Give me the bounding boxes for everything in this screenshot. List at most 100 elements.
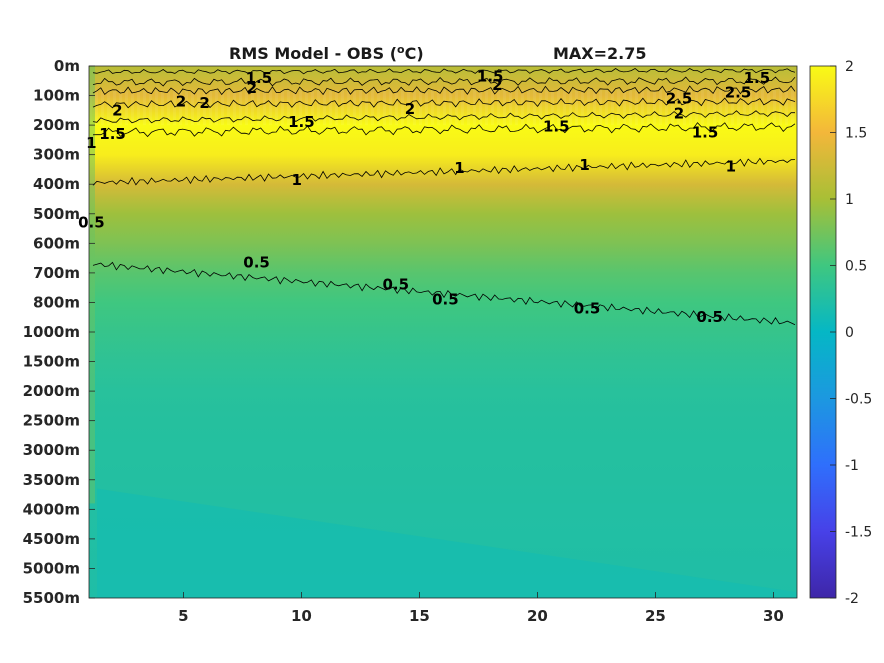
- texture-band: [659, 89, 662, 126]
- chart-title: RMS Model - OBS (oC): [229, 43, 424, 63]
- texture-band: [707, 89, 710, 126]
- texture-band: [737, 89, 740, 126]
- texture-band: [461, 89, 464, 126]
- texture-band: [479, 89, 482, 126]
- texture-band: [503, 89, 506, 126]
- texture-band: [617, 89, 620, 126]
- texture-band: [779, 89, 782, 126]
- texture-band: [791, 89, 794, 126]
- colorbar-tick-label: 2: [845, 59, 854, 75]
- y-tick-label: 400m: [33, 175, 80, 193]
- texture-band: [563, 89, 566, 126]
- texture-band: [641, 89, 644, 126]
- texture-band: [467, 89, 470, 126]
- texture-band: [557, 89, 560, 126]
- texture-band: [755, 89, 758, 126]
- texture-band: [701, 89, 704, 126]
- texture-band: [569, 89, 572, 126]
- texture-band: [263, 89, 266, 126]
- texture-band: [353, 89, 356, 126]
- y-tick-label: 1500m: [23, 353, 80, 371]
- x-axis-ticks: 5 10 15 20 25 30: [178, 592, 784, 625]
- texture-band: [149, 89, 152, 126]
- contour-label: 2: [112, 101, 122, 119]
- texture-band: [497, 89, 500, 126]
- texture-band: [767, 89, 770, 126]
- texture-band: [749, 89, 752, 126]
- texture-band: [425, 89, 428, 126]
- texture-band: [203, 89, 206, 126]
- texture-band: [377, 89, 380, 126]
- contour-line: [92, 76, 796, 87]
- contour-label: 2: [674, 104, 684, 122]
- texture-band: [155, 89, 158, 126]
- texture-band: [647, 89, 650, 126]
- texture-band: [521, 89, 524, 126]
- x-tick-label: 5: [178, 607, 188, 625]
- texture-band: [137, 89, 140, 126]
- contour-label: 1: [726, 158, 736, 176]
- texture-band: [395, 89, 398, 126]
- contour-line: [92, 122, 796, 138]
- texture-band: [491, 89, 494, 126]
- texture-band: [215, 89, 218, 126]
- texture-band: [761, 89, 764, 126]
- texture-band: [605, 89, 608, 126]
- texture-band: [785, 89, 788, 126]
- texture-band: [245, 89, 248, 126]
- contour-line: [92, 157, 796, 186]
- texture-band: [227, 89, 230, 126]
- max-label: MAX=2.75: [553, 44, 647, 63]
- texture-band: [443, 89, 446, 126]
- texture-band: [533, 89, 536, 126]
- contour-label: 0.5: [243, 254, 270, 272]
- texture-band: [437, 89, 440, 126]
- texture-band: [515, 89, 518, 126]
- contour-label: 1.5: [477, 67, 504, 85]
- texture-band: [299, 89, 302, 126]
- texture-band: [143, 89, 146, 126]
- texture-band: [455, 89, 458, 126]
- texture-band: [731, 89, 734, 126]
- contour-label: 1.5: [99, 125, 126, 143]
- colorbar-tick-label: 0.5: [845, 259, 867, 275]
- texture-band: [665, 89, 668, 126]
- contour-label: 1: [579, 156, 589, 174]
- texture-band: [743, 89, 746, 126]
- texture-band: [119, 89, 122, 126]
- texture-band: [185, 89, 188, 126]
- y-tick-label: 100m: [33, 87, 80, 105]
- texture-band: [365, 89, 368, 126]
- contour-label: 2: [247, 79, 257, 97]
- contour-label: 1.5: [692, 124, 719, 142]
- texture-band: [587, 89, 590, 126]
- texture-band: [653, 89, 656, 126]
- left-edge-band: [89, 66, 95, 504]
- y-axis-ticks: 0m 100m 200m 300m 400m 500m 600m 700m 800m 1000m 1…: [23, 57, 95, 607]
- texture-band: [677, 89, 680, 126]
- texture-band: [635, 89, 638, 126]
- y-tick-label: 3500m: [23, 471, 80, 489]
- texture-band: [125, 89, 128, 126]
- texture-band: [401, 89, 404, 126]
- texture-band: [347, 89, 350, 126]
- texture-band: [551, 89, 554, 126]
- contour-label: 0.5: [383, 276, 410, 294]
- texture-band: [251, 89, 254, 126]
- texture-band: [695, 89, 698, 126]
- texture-band: [311, 89, 314, 126]
- contour-line: [92, 110, 795, 124]
- colorbar-tick-label: -1.5: [845, 525, 872, 541]
- contour-label: 1.5: [543, 118, 570, 136]
- texture-band: [473, 89, 476, 126]
- contour-label: 2: [492, 76, 502, 94]
- texture-band: [113, 89, 116, 126]
- texture-band: [293, 89, 296, 126]
- colorbar-tick-label: -2: [845, 591, 859, 607]
- texture-band: [431, 89, 434, 126]
- texture-band: [773, 89, 776, 126]
- texture-band: [191, 89, 194, 126]
- contour-label: 1: [454, 159, 464, 177]
- colorbar-ticks: 2 1.5 1 0.5 0 -0.5 -1 -1.5 -2: [830, 59, 872, 607]
